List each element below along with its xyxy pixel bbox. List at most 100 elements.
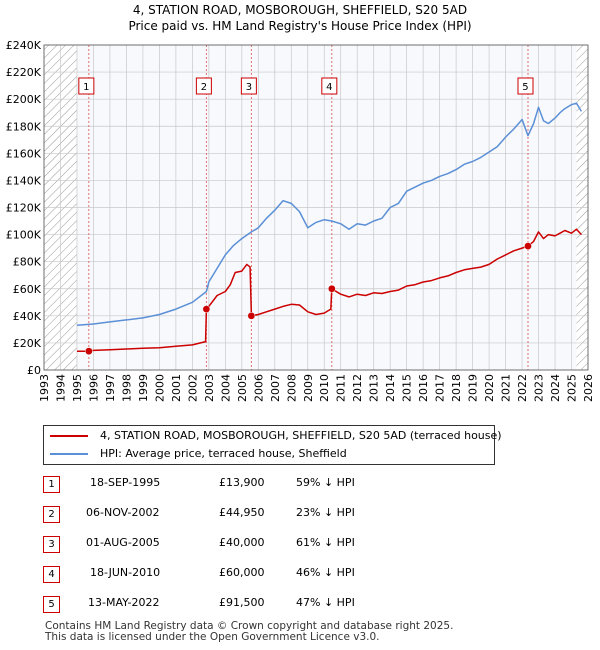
x-tick-label: 2004: [219, 374, 232, 402]
sale-hpi-diff: 23% ↓ HPI: [296, 506, 355, 519]
sale-badge: 1: [78, 77, 95, 95]
sale-price: £40,000: [219, 536, 265, 549]
price-chart: 1 2 3 4 5 £0 £20K £40K £60K £80K £100K £120K £140K £…: [6, 39, 595, 402]
sales-row: 5 13-MAY-2022 £91,500 47% ↓ HPI: [43, 593, 583, 613]
sale-badge-label: 3: [246, 82, 252, 93]
sale-price: £91,500: [219, 596, 265, 609]
sale-hpi-diff: 47% ↓ HPI: [296, 596, 355, 609]
x-tick-label: 2011: [335, 374, 348, 402]
x-tick-label: 2020: [483, 374, 496, 402]
sale-badge-label: 2: [201, 82, 207, 93]
x-tick-label: 2006: [252, 374, 265, 402]
y-tick-label: £160K: [6, 147, 42, 160]
x-tick-label: 2014: [384, 374, 397, 402]
sale-badge-box: [321, 77, 338, 95]
y-tick-label: £0: [27, 364, 41, 377]
sale-badge-box: [78, 77, 95, 95]
sale-number-badge: 4: [43, 566, 60, 583]
legend-label-property: 4, STATION ROAD, MOSBOROUGH, SHEFFIELD, …: [100, 429, 502, 442]
y-tick-label: £240K: [6, 39, 42, 52]
y-tick-label: £40K: [13, 310, 42, 323]
sale-date: 13-MAY-2022: [88, 596, 160, 609]
sale-date: 18-SEP-1995: [90, 476, 161, 489]
sale-date: 01-AUG-2005: [86, 536, 160, 549]
y-tick-label: £60K: [13, 283, 42, 296]
x-tick-label: 2017: [434, 374, 447, 402]
sales-row: 3 01-AUG-2005 £40,000 61% ↓ HPI: [43, 533, 583, 553]
y-tick-label: £220K: [6, 66, 42, 79]
y-tick-label: £140K: [6, 174, 42, 187]
legend-line-hpi: [50, 453, 88, 455]
sale-hpi-diff: 59% ↓ HPI: [296, 476, 355, 489]
sale-price: £44,950: [219, 506, 265, 519]
sale-date: 06-NOV-2002: [86, 506, 160, 519]
sale-point: [524, 242, 532, 250]
x-tick-label: 2000: [153, 374, 166, 402]
x-tick-label: 1993: [38, 374, 51, 402]
sale-badge: 3: [240, 77, 257, 95]
sale-price: £13,900: [219, 476, 265, 489]
sales-row: 4 18-JUN-2010 £60,000 46% ↓ HPI: [43, 563, 583, 583]
x-tick-label: 2007: [269, 374, 282, 402]
hpi-line: [76, 102, 583, 327]
sales-row: 1 18-SEP-1995 £13,900 59% ↓ HPI: [43, 473, 583, 493]
x-tick-label: 1996: [87, 374, 100, 402]
x-tick-label: 2021: [500, 374, 513, 402]
x-tick-label: 1994: [54, 374, 67, 402]
legend: 4, STATION ROAD, MOSBOROUGH, SHEFFIELD, …: [43, 425, 502, 465]
plot-frame: [43, 44, 589, 371]
sale-badge-label: 1: [83, 82, 89, 93]
sale-point: [247, 311, 256, 320]
x-tick-label: 1997: [104, 374, 117, 402]
legend-line-property: [50, 435, 88, 437]
y-tick-label: £200K: [6, 93, 42, 106]
sale-point: [84, 347, 93, 356]
sale-badge: 5: [517, 77, 534, 95]
footer-copyright: Contains HM Land Registry data © Crown c…: [45, 620, 454, 632]
sale-number-badge: 5: [43, 596, 60, 613]
x-tick-label: 1998: [120, 374, 133, 402]
x-tick-label: 2009: [302, 374, 315, 402]
x-tick-label: 2012: [351, 374, 364, 402]
sale-number-badge: 2: [43, 506, 60, 523]
sale-badge: 2: [195, 77, 212, 95]
x-tick-label: 2025: [566, 374, 579, 402]
sale-badge-box: [195, 77, 212, 95]
x-tick-label: 2016: [417, 374, 430, 402]
x-tick-label: 2002: [186, 374, 199, 402]
x-tick-label: 2022: [516, 374, 529, 402]
sale-badge-box: [517, 77, 534, 95]
footer-licence: This data is licensed under the Open Gov…: [45, 631, 380, 643]
x-tick-label: 2018: [450, 374, 463, 402]
x-tick-label: 1999: [137, 374, 150, 402]
x-tick-label: 2005: [236, 374, 249, 402]
sale-number-badge: 3: [43, 536, 60, 553]
sale-badge-label: 5: [522, 82, 528, 93]
sale-date: 18-JUN-2010: [90, 566, 161, 579]
sale-badge-label: 4: [326, 82, 332, 93]
sale-point: [327, 284, 336, 293]
sale-number-badge: 1: [43, 476, 60, 493]
x-tick-label: 2024: [549, 374, 562, 402]
chart-title-line1: 4, STATION ROAD, MOSBOROUGH, SHEFFIELD, …: [132, 3, 468, 17]
x-tick-label: 2019: [467, 374, 480, 402]
sale-hpi-diff: 46% ↓ HPI: [296, 566, 355, 579]
x-tick-label: 2023: [533, 374, 546, 402]
x-tick-label: 2013: [368, 374, 381, 402]
x-tick-label: 2015: [401, 374, 414, 402]
y-tick-label: £20K: [13, 337, 42, 350]
x-tick-label: 2003: [203, 374, 216, 402]
y-tick-label: £80K: [13, 256, 42, 269]
x-tick-label: 1995: [71, 374, 84, 402]
y-tick-label: £120K: [6, 202, 42, 215]
sale-hpi-diff: 61% ↓ HPI: [296, 536, 355, 549]
sales-row: 2 06-NOV-2002 £44,950 23% ↓ HPI: [43, 503, 583, 523]
legend-label-hpi: HPI: Average price, terraced house, Shef…: [100, 447, 347, 460]
sale-badge: 4: [321, 77, 338, 95]
chart-title-line2: Price paid vs. HM Land Registry's House …: [128, 19, 472, 33]
y-tick-label: £180K: [6, 120, 42, 133]
y-tick-label: £100K: [6, 229, 42, 242]
sale-price: £60,000: [219, 566, 265, 579]
x-tick-label: 2008: [285, 374, 298, 402]
sale-point: [202, 305, 211, 313]
